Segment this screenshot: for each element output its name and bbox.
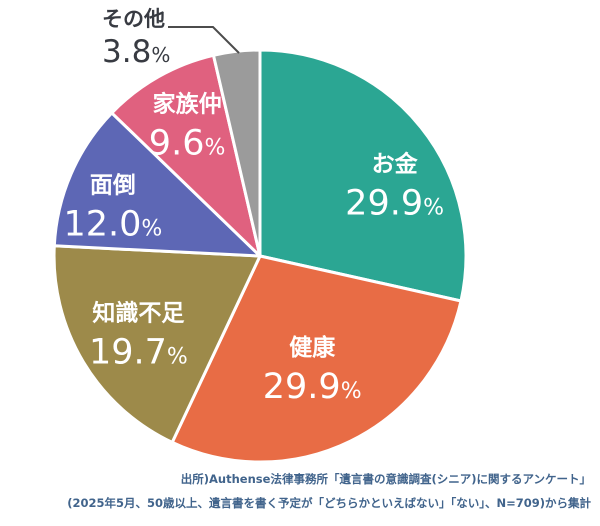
- pie-slices: [52, 48, 468, 464]
- slice-label-3: 面倒: [90, 171, 136, 198]
- pie-slice-0: [258, 48, 468, 303]
- source-line-1: 出所)Authense法律事務所「遺言書の意識調査(シニア)に関するアンケート」: [180, 472, 591, 486]
- pie-slice-1: [170, 254, 463, 464]
- other-slice-label: その他: [102, 7, 165, 31]
- pie-slice-4: [110, 53, 262, 258]
- slice-value-3: 12.0%: [63, 204, 162, 244]
- other-leader-line: [168, 26, 240, 54]
- slice-value-4: 9.6%: [149, 124, 226, 164]
- pie-slice-2: [52, 244, 262, 444]
- slice-label-2: 知識不足: [92, 300, 184, 327]
- slice-value-2: 19.7%: [89, 333, 188, 373]
- pie-slice-3: [52, 111, 262, 258]
- other-slice-value-unit: %: [151, 43, 171, 68]
- source-note: 出所)Authense法律事務所「遺言書の意識調査(シニア)に関するアンケート」…: [67, 467, 591, 515]
- slice-value-0: 29.9%: [345, 183, 444, 223]
- slice-label-1: 健康: [289, 334, 336, 361]
- source-line-2: (2025年5月、50歳以上、遺言書を書く予定が「どちらかといえばない」「ない」…: [67, 496, 591, 510]
- slice-label-0: お金: [372, 150, 419, 177]
- pie-slice-labels: お金 29.9% 健康 29.9% 知識不足 19.7% 面倒 12.0% 家族仲 9.6%: [63, 91, 444, 408]
- slice-value-1: 29.9%: [263, 367, 362, 407]
- other-slice-value: 3.8%: [102, 33, 170, 72]
- other-slice-callout: その他 3.8%: [102, 6, 170, 72]
- slice-label-4: 家族仲: [153, 91, 222, 118]
- other-slice-value-number: 3.8: [102, 34, 152, 71]
